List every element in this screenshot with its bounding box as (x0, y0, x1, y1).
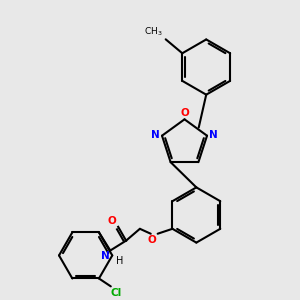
Text: O: O (148, 235, 157, 245)
Text: Cl: Cl (111, 288, 122, 298)
Text: CH$_3$: CH$_3$ (144, 26, 163, 38)
Text: O: O (107, 216, 116, 226)
Text: N: N (100, 251, 109, 262)
Text: N: N (209, 130, 218, 140)
Text: O: O (180, 108, 189, 118)
Text: N: N (151, 130, 160, 140)
Text: H: H (116, 256, 124, 266)
